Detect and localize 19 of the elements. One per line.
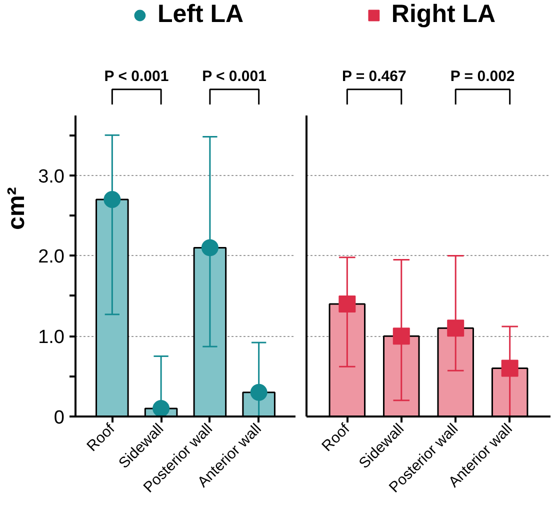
- y-tick-label: 2.0: [38, 246, 65, 268]
- y-tick-label: 3.0: [38, 166, 65, 188]
- point: [201, 239, 218, 256]
- text: P < 0.001: [202, 68, 266, 85]
- point: [104, 190, 121, 208]
- text: P = 0.467: [342, 68, 406, 85]
- point: [447, 320, 464, 337]
- point: [338, 295, 356, 312]
- legend-label: Right LA: [391, 0, 496, 29]
- point: [250, 384, 268, 401]
- text: P = 0.002: [450, 68, 515, 85]
- point: [152, 400, 170, 416]
- y-tick-label: 1.0: [38, 327, 65, 348]
- point: [501, 360, 518, 377]
- legend-label: Left LA: [157, 0, 244, 29]
- y-axis-title: cm²: [3, 187, 30, 230]
- text: P < 0.001: [104, 68, 169, 85]
- y-tick-label: 0: [54, 408, 65, 428]
- point: [392, 328, 410, 345]
